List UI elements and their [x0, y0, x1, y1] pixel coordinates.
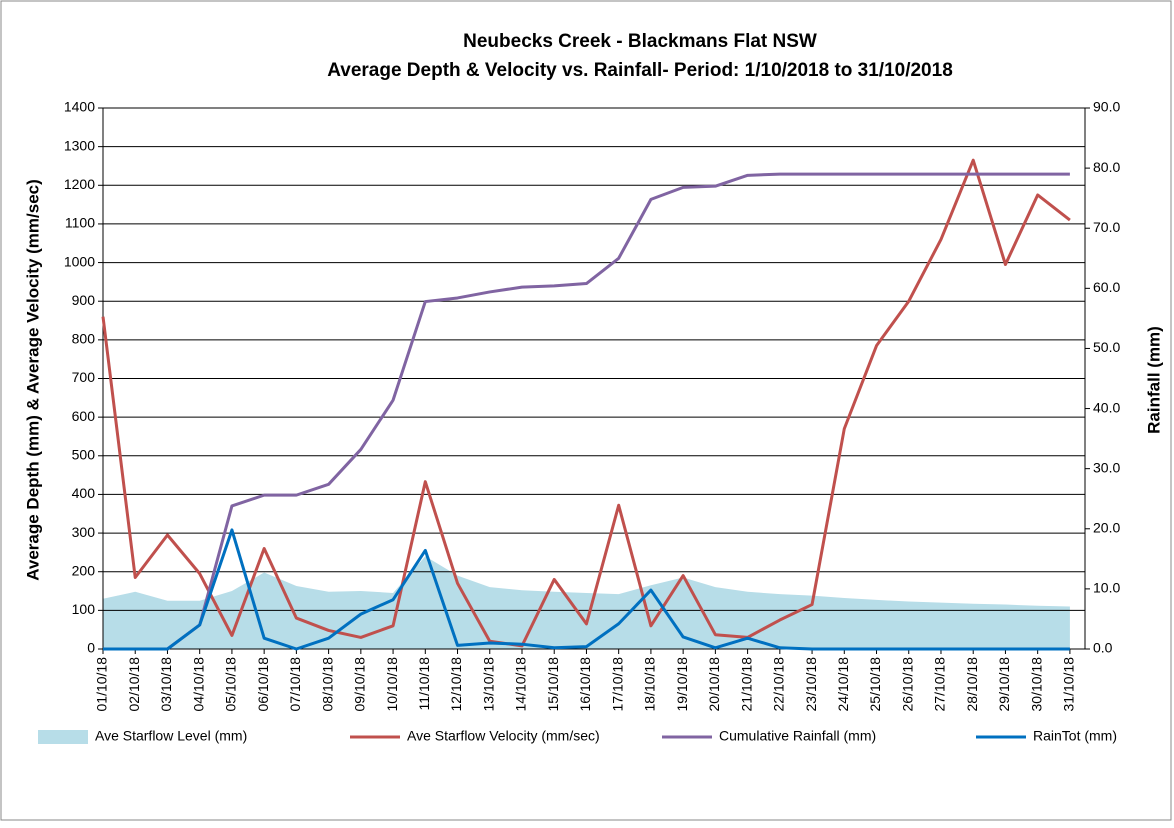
- chart-title: Neubecks Creek - Blackmans Flat NSW: [463, 31, 817, 52]
- x-tick-label: 30/10/18: [1028, 657, 1044, 712]
- x-tick-label: 12/10/18: [448, 657, 464, 712]
- line: [101, 158, 1071, 648]
- x-tick-label: 06/10/18: [255, 657, 271, 712]
- x-tick-label: 04/10/18: [190, 657, 206, 712]
- y2-tick-label: 60.0: [1093, 279, 1120, 295]
- x-tick-label: 16/10/18: [577, 657, 593, 712]
- x-tick-label: 09/10/18: [352, 657, 368, 712]
- legend-label: Ave Starflow Velocity (mm/sec): [407, 728, 600, 744]
- x-tick-label: 05/10/18: [223, 657, 239, 712]
- y2-tick-label: 90.0: [1093, 99, 1120, 115]
- y2-axis-title: Rainfall (mm): [1144, 326, 1163, 434]
- x-tick-label: 31/10/18: [1061, 657, 1077, 712]
- y-tick-label: 1300: [64, 137, 95, 153]
- y-tick-label: 600: [72, 408, 96, 424]
- legend-label: RainTot (mm): [1033, 728, 1117, 744]
- y-tick-label: 1200: [64, 176, 95, 192]
- x-tick-label: 14/10/18: [513, 657, 529, 712]
- y-tick-label: 800: [72, 331, 96, 347]
- line: [103, 528, 1070, 651]
- x-tick-label: 22/10/18: [771, 657, 787, 712]
- x-tick-label: 21/10/18: [738, 657, 754, 712]
- y2-tick-label: 30.0: [1093, 459, 1120, 475]
- x-tick-label: 23/10/18: [803, 657, 819, 712]
- y-tick-label: 400: [72, 485, 96, 501]
- x-tick-label: 07/10/18: [287, 657, 303, 712]
- y2-tick-label: 0.0: [1093, 640, 1113, 656]
- x-tick-label: 03/10/18: [158, 657, 174, 712]
- y-tick-label: 1100: [65, 215, 95, 231]
- x-tick-label: 20/10/18: [706, 657, 722, 712]
- y-tick-label: 500: [72, 446, 96, 462]
- y-tick-label: 100: [72, 601, 96, 617]
- legend-label: Cumulative Rainfall (mm): [719, 728, 876, 744]
- legend-label: Ave Starflow Level (mm): [95, 728, 247, 744]
- x-tick-label: 19/10/18: [674, 657, 690, 712]
- y-tick-label: 900: [72, 292, 96, 308]
- y2-tick-label: 10.0: [1093, 580, 1120, 596]
- x-tick-label: 24/10/18: [835, 657, 851, 712]
- legend-swatch: [38, 730, 88, 744]
- x-tick-label: 28/10/18: [964, 657, 980, 712]
- line: [103, 172, 1070, 651]
- x-tick-label: 10/10/18: [384, 657, 400, 712]
- y2-tick-label: 50.0: [1093, 339, 1120, 355]
- x-tick-label: 27/10/18: [932, 657, 948, 712]
- x-tick-label: 25/10/18: [867, 657, 883, 712]
- x-tick-label: 11/10/18: [416, 657, 432, 711]
- y-tick-label: 1000: [64, 253, 95, 269]
- x-tick-label: 13/10/18: [480, 657, 496, 712]
- x-tick-label: 02/10/18: [126, 657, 142, 712]
- y-tick-label: 200: [72, 562, 96, 578]
- chart-subtitle: Average Depth & Velocity vs. Rainfall- P…: [327, 60, 953, 81]
- y-tick-label: 0: [87, 640, 95, 656]
- y-tick-label: 700: [72, 369, 96, 385]
- x-tick-label: 15/10/18: [545, 657, 561, 712]
- x-tick-label: 29/10/18: [996, 657, 1012, 712]
- y-tick-label: 300: [72, 524, 96, 540]
- x-tick-label: 01/10/18: [94, 657, 110, 712]
- x-tick-label: 17/10/18: [609, 657, 625, 712]
- x-tick-label: 08/10/18: [319, 657, 335, 712]
- y2-tick-label: 40.0: [1093, 399, 1120, 415]
- y-tick-label: 1400: [64, 99, 95, 115]
- y2-tick-label: 80.0: [1093, 159, 1120, 175]
- y2-tick-label: 70.0: [1093, 219, 1120, 235]
- y2-tick-label: 20.0: [1093, 519, 1120, 535]
- x-tick-label: 18/10/18: [642, 657, 658, 712]
- y-axis-title: Average Depth (mm) & Average Velocity (m…: [23, 179, 42, 581]
- x-tick-label: 26/10/18: [899, 657, 915, 712]
